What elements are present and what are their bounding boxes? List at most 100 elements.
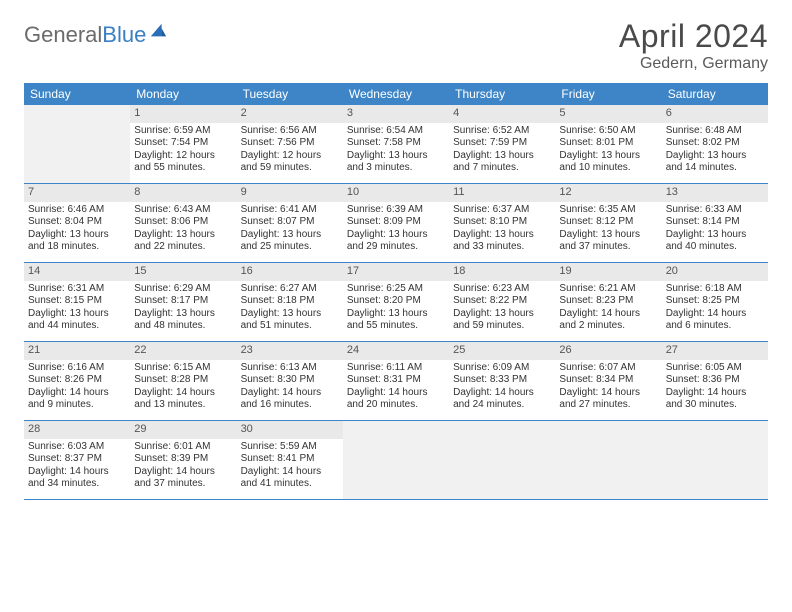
sunrise-text: Sunrise: 6:43 AM xyxy=(134,204,232,217)
daylight-text: Daylight: 12 hours and 59 minutes. xyxy=(241,150,339,175)
daylight-text: Daylight: 13 hours and 51 minutes. xyxy=(241,308,339,333)
sunset-text: Sunset: 8:10 PM xyxy=(453,216,551,229)
logo-sail-icon xyxy=(149,22,167,40)
logo-text-blue: Blue xyxy=(102,22,146,47)
location-label: Gedern, Germany xyxy=(619,55,768,73)
sunset-text: Sunset: 8:17 PM xyxy=(134,295,232,308)
day-number: 8 xyxy=(130,184,236,202)
sunset-text: Sunset: 8:25 PM xyxy=(666,295,764,308)
daylight-text: Daylight: 13 hours and 40 minutes. xyxy=(666,229,764,254)
day-cell: 30Sunrise: 5:59 AMSunset: 8:41 PMDayligh… xyxy=(237,421,343,499)
sunrise-text: Sunrise: 6:07 AM xyxy=(559,362,657,375)
sunrise-text: Sunrise: 6:15 AM xyxy=(134,362,232,375)
day-cell: 1Sunrise: 6:59 AMSunset: 7:54 PMDaylight… xyxy=(130,105,236,183)
daylight-text: Daylight: 14 hours and 24 minutes. xyxy=(453,387,551,412)
day-cell: 22Sunrise: 6:15 AMSunset: 8:28 PMDayligh… xyxy=(130,342,236,420)
daylight-text: Daylight: 14 hours and 27 minutes. xyxy=(559,387,657,412)
day-number: 12 xyxy=(555,184,661,202)
sunset-text: Sunset: 7:59 PM xyxy=(453,137,551,150)
day-number: 25 xyxy=(449,342,555,360)
daylight-text: Daylight: 13 hours and 29 minutes. xyxy=(347,229,445,254)
day-number: 14 xyxy=(24,263,130,281)
sunset-text: Sunset: 8:30 PM xyxy=(241,374,339,387)
title-block: April 2024 Gedern, Germany xyxy=(619,18,768,73)
sunset-text: Sunset: 8:34 PM xyxy=(559,374,657,387)
week-row: 14Sunrise: 6:31 AMSunset: 8:15 PMDayligh… xyxy=(24,263,768,342)
day-number: 11 xyxy=(449,184,555,202)
daylight-text: Daylight: 14 hours and 6 minutes. xyxy=(666,308,764,333)
day-cell: 29Sunrise: 6:01 AMSunset: 8:39 PMDayligh… xyxy=(130,421,236,499)
sunset-text: Sunset: 7:56 PM xyxy=(241,137,339,150)
sunrise-text: Sunrise: 6:11 AM xyxy=(347,362,445,375)
sunset-text: Sunset: 8:09 PM xyxy=(347,216,445,229)
sunset-text: Sunset: 8:14 PM xyxy=(666,216,764,229)
day-number: 16 xyxy=(237,263,343,281)
daylight-text: Daylight: 14 hours and 20 minutes. xyxy=(347,387,445,412)
day-number: 21 xyxy=(24,342,130,360)
day-cell: 20 Sunrise: 6:18 AMSunset: 8:25 PMDayligh… xyxy=(662,263,768,341)
dayhead-monday: Monday xyxy=(130,83,236,105)
weeks-container: 1Sunrise: 6:59 AMSunset: 7:54 PMDaylight… xyxy=(24,105,768,500)
dayhead-wednesday: Wednesday xyxy=(343,83,449,105)
empty-cell xyxy=(555,421,661,499)
day-number: 6 xyxy=(662,105,768,123)
calendar-page: GeneralBlue April 2024 Gedern, Germany S… xyxy=(0,0,792,520)
sunrise-text: Sunrise: 6:29 AM xyxy=(134,283,232,296)
sunset-text: Sunset: 8:36 PM xyxy=(666,374,764,387)
sunset-text: Sunset: 8:41 PM xyxy=(241,453,339,466)
day-number: 15 xyxy=(130,263,236,281)
day-header-row: Sunday Monday Tuesday Wednesday Thursday… xyxy=(24,83,768,105)
sunrise-text: Sunrise: 6:33 AM xyxy=(666,204,764,217)
day-cell: 10Sunrise: 6:39 AMSunset: 8:09 PMDayligh… xyxy=(343,184,449,262)
sunset-text: Sunset: 8:20 PM xyxy=(347,295,445,308)
daylight-text: Daylight: 13 hours and 7 minutes. xyxy=(453,150,551,175)
day-cell: 23Sunrise: 6:13 AMSunset: 8:30 PMDayligh… xyxy=(237,342,343,420)
sunset-text: Sunset: 8:01 PM xyxy=(559,137,657,150)
day-number: 23 xyxy=(237,342,343,360)
day-number: 3 xyxy=(343,105,449,123)
day-cell: 14Sunrise: 6:31 AMSunset: 8:15 PMDayligh… xyxy=(24,263,130,341)
day-number: 10 xyxy=(343,184,449,202)
logo: GeneralBlue xyxy=(24,22,167,48)
day-number: 22 xyxy=(130,342,236,360)
sunset-text: Sunset: 8:02 PM xyxy=(666,137,764,150)
empty-cell xyxy=(343,421,449,499)
sunset-text: Sunset: 8:22 PM xyxy=(453,295,551,308)
sunrise-text: Sunrise: 6:01 AM xyxy=(134,441,232,454)
sunset-text: Sunset: 8:12 PM xyxy=(559,216,657,229)
day-number: 4 xyxy=(449,105,555,123)
daylight-text: Daylight: 14 hours and 16 minutes. xyxy=(241,387,339,412)
sunrise-text: Sunrise: 6:41 AM xyxy=(241,204,339,217)
sunrise-text: Sunrise: 6:18 AM xyxy=(666,283,764,296)
day-cell: 8Sunrise: 6:43 AMSunset: 8:06 PMDaylight… xyxy=(130,184,236,262)
daylight-text: Daylight: 14 hours and 41 minutes. xyxy=(241,466,339,491)
day-cell: 12Sunrise: 6:35 AMSunset: 8:12 PMDayligh… xyxy=(555,184,661,262)
week-row: 1Sunrise: 6:59 AMSunset: 7:54 PMDaylight… xyxy=(24,105,768,184)
day-number: 1 xyxy=(130,105,236,123)
daylight-text: Daylight: 13 hours and 48 minutes. xyxy=(134,308,232,333)
calendar-grid: Sunday Monday Tuesday Wednesday Thursday… xyxy=(24,83,768,500)
sunset-text: Sunset: 8:33 PM xyxy=(453,374,551,387)
daylight-text: Daylight: 14 hours and 13 minutes. xyxy=(134,387,232,412)
week-row: 7Sunrise: 6:46 AMSunset: 8:04 PMDaylight… xyxy=(24,184,768,263)
daylight-text: Daylight: 14 hours and 9 minutes. xyxy=(28,387,126,412)
sunset-text: Sunset: 8:39 PM xyxy=(134,453,232,466)
sunset-text: Sunset: 8:26 PM xyxy=(28,374,126,387)
daylight-text: Daylight: 13 hours and 25 minutes. xyxy=(241,229,339,254)
empty-cell xyxy=(24,105,130,183)
daylight-text: Daylight: 13 hours and 33 minutes. xyxy=(453,229,551,254)
sunset-text: Sunset: 7:58 PM xyxy=(347,137,445,150)
sunrise-text: Sunrise: 6:50 AM xyxy=(559,125,657,138)
day-number: 20 xyxy=(662,263,768,281)
sunset-text: Sunset: 8:18 PM xyxy=(241,295,339,308)
day-cell: 4 Sunrise: 6:52 AMSunset: 7:59 PMDaylight… xyxy=(449,105,555,183)
sunrise-text: Sunrise: 6:52 AM xyxy=(453,125,551,138)
day-cell: 26 Sunrise: 6:07 AMSunset: 8:34 PMDayligh… xyxy=(555,342,661,420)
day-cell: 15 Sunrise: 6:29 AMSunset: 8:17 PMDayligh… xyxy=(130,263,236,341)
sunset-text: Sunset: 8:15 PM xyxy=(28,295,126,308)
sunrise-text: Sunrise: 5:59 AM xyxy=(241,441,339,454)
sunset-text: Sunset: 7:54 PM xyxy=(134,137,232,150)
day-cell: 5Sunrise: 6:50 AMSunset: 8:01 PMDaylight… xyxy=(555,105,661,183)
day-number: 17 xyxy=(343,263,449,281)
day-number: 26 xyxy=(555,342,661,360)
